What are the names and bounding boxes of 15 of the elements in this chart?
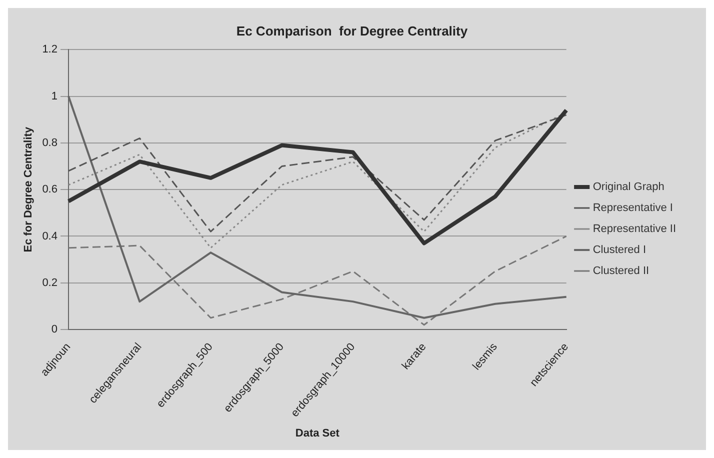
y-tick-label: 1	[51, 90, 58, 102]
y-tick-label: 0	[51, 324, 58, 336]
legend-label: Representative I	[592, 202, 673, 214]
x-axis-title: Data Set	[295, 427, 340, 440]
legend-label: Clustered II	[592, 265, 650, 278]
y-tick-label: 0.4	[42, 230, 58, 242]
y-tick-label: 0.2	[42, 276, 58, 289]
y-axis-title: Ec for Degree Centrality	[22, 126, 35, 252]
chart-title: Ec Comparison for Degree Centrality	[236, 23, 468, 38]
y-tick-label: 0.6	[42, 184, 58, 196]
y-tick-label: 1.2	[42, 44, 58, 56]
legend-label: Representative II	[592, 223, 676, 236]
y-tick-label: 0.8	[42, 136, 58, 149]
legend-label: Original Graph	[592, 181, 664, 194]
legend-label: Clustered I	[592, 244, 646, 256]
